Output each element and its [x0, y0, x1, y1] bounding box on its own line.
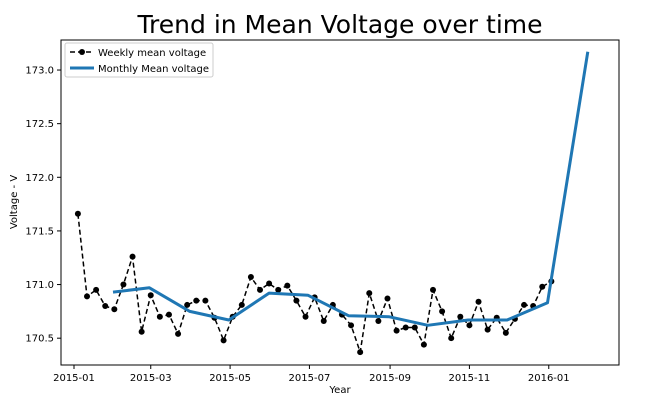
y-tick-label-3: 172.0 [25, 173, 54, 184]
weekly-point-51 [539, 283, 546, 290]
weekly-point-38 [420, 341, 427, 348]
x-tick-label-4: 2015-09 [369, 373, 411, 384]
weekly-point-3 [102, 303, 109, 310]
weekly-point-21 [266, 280, 273, 287]
series-line-1 [112, 51, 590, 327]
weekly-point-7 [138, 328, 145, 335]
legend-monthly-label: Monthly Mean voltage [98, 64, 209, 75]
weekly-point-25 [302, 313, 309, 320]
weekly-point-2 [93, 286, 100, 293]
y-tick-label-2: 171.5 [25, 226, 54, 237]
weekly-point-31 [357, 349, 364, 356]
weekly-point-33 [375, 318, 382, 325]
weekly-point-10 [165, 311, 172, 318]
weekly-point-22 [275, 286, 282, 293]
weekly-point-19 [247, 274, 254, 281]
weekly-point-9 [156, 313, 163, 320]
weekly-point-24 [293, 297, 300, 304]
weekly-point-20 [257, 286, 264, 293]
weekly-point-6 [129, 253, 136, 260]
x-tick-label-1: 2015-03 [130, 373, 172, 384]
weekly-point-13 [193, 297, 200, 304]
x-tick-label-2: 2015-05 [209, 373, 251, 384]
weekly-point-32 [366, 290, 373, 297]
weekly-point-27 [320, 318, 327, 325]
weekly-point-37 [411, 324, 418, 331]
weekly-point-1 [84, 293, 91, 300]
x-tick-label-6: 2016-01 [528, 373, 570, 384]
y-tick-label-5: 173.0 [25, 66, 54, 77]
weekly-point-39 [430, 286, 436, 293]
weekly-point-47 [502, 329, 509, 336]
y-tick-label-0: 170.5 [25, 334, 54, 345]
weekly-point-5 [120, 281, 127, 288]
weekly-point-34 [384, 295, 391, 302]
weekly-point-16 [220, 337, 227, 344]
weekly-point-49 [521, 301, 528, 308]
y-tick-label-4: 172.5 [25, 119, 54, 130]
weekly-point-0 [74, 210, 81, 217]
weekly-point-42 [457, 313, 464, 320]
chart-title: Trend in Mean Voltage over time [136, 10, 542, 39]
x-tick-label-3: 2015-07 [289, 373, 331, 384]
series-line-0 [77, 213, 552, 353]
x-tick-label-0: 2015-01 [53, 373, 95, 384]
legend: Weekly mean voltage Monthly Mean voltage [64, 42, 214, 78]
weekly-point-41 [448, 335, 455, 342]
weekly-point-12 [184, 301, 191, 308]
weekly-point-11 [175, 330, 182, 337]
weekly-point-4 [111, 306, 118, 313]
weekly-point-18 [238, 301, 245, 308]
y-axis-label: Voltage - V [9, 175, 20, 229]
weekly-point-40 [439, 308, 446, 315]
weekly-point-43 [466, 322, 473, 329]
legend-box [64, 42, 214, 78]
legend-weekly-label: Weekly mean voltage [98, 48, 206, 59]
weekly-point-36 [402, 324, 409, 331]
weekly-point-30 [348, 322, 355, 329]
x-axis-label: Year [328, 385, 351, 396]
weekly-point-35 [393, 327, 400, 334]
weekly-point-44 [475, 298, 482, 305]
x-tick-label-5: 2015-11 [449, 373, 491, 384]
weekly-point-14 [202, 297, 209, 304]
weekly-point-23 [284, 282, 291, 289]
legend-weekly-marker [79, 49, 85, 55]
weekly-point-8 [147, 292, 154, 299]
y-tick-label-1: 171.0 [25, 280, 54, 291]
weekly-point-45 [484, 326, 491, 333]
